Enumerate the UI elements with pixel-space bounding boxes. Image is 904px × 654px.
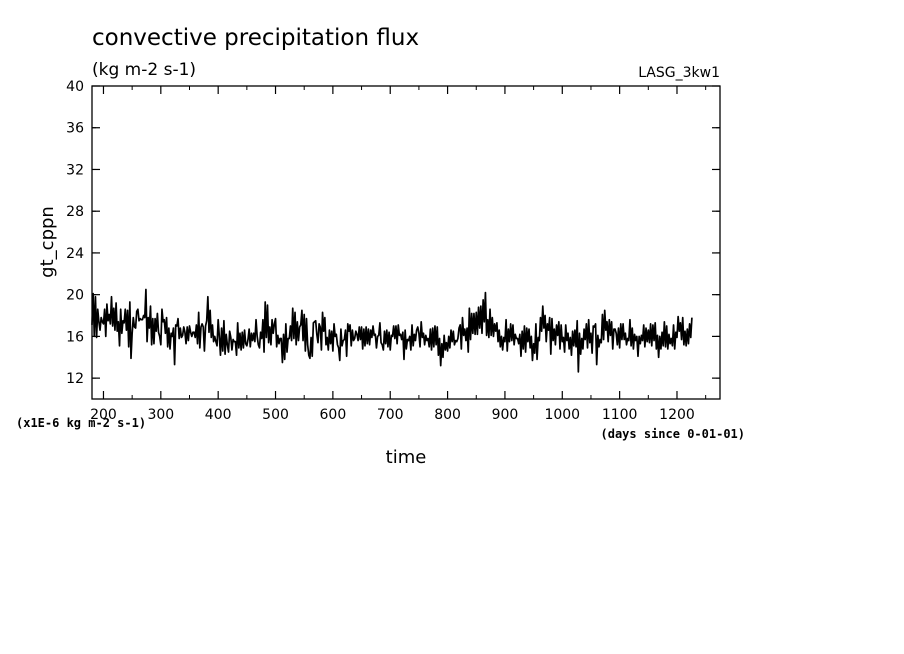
x-tick-label: 200 bbox=[90, 407, 117, 423]
x-tick-label: 300 bbox=[147, 407, 174, 423]
x-units-note: (days since 0-01-01) bbox=[601, 427, 746, 441]
y-axis-ticks: 12 16 20 24 28 32 36 40 bbox=[66, 79, 720, 387]
y-tick-label: 28 bbox=[66, 204, 84, 220]
y-axis-label: gt_cppn bbox=[37, 206, 58, 278]
x-tick-label: 1000 bbox=[544, 407, 580, 423]
y-tick-label: 32 bbox=[66, 162, 84, 178]
x-tick-label: 400 bbox=[205, 407, 232, 423]
x-tick-label: 500 bbox=[262, 407, 289, 423]
y-scale-note: (x1E-6 kg m-2 s-1) bbox=[16, 416, 146, 430]
y-tick-label: 20 bbox=[66, 288, 84, 304]
x-tick-label: 900 bbox=[492, 407, 519, 423]
x-axis-ticks: 200 300 400 500 600 700 800 900 1000 1100 1200 bbox=[90, 86, 707, 423]
y-tick-label: 36 bbox=[66, 121, 84, 137]
x-tick-label: 600 bbox=[320, 407, 347, 423]
x-axis-label: time bbox=[386, 447, 427, 468]
y-tick-label: 40 bbox=[66, 79, 84, 95]
y-tick-label: 16 bbox=[66, 329, 84, 345]
x-tick-label: 1100 bbox=[602, 407, 638, 423]
chart-title: convective precipitation flux bbox=[92, 25, 419, 51]
y-tick-label: 12 bbox=[66, 371, 84, 387]
chart-subtitle: (kg m-2 s-1) bbox=[92, 60, 196, 80]
x-tick-label: 1200 bbox=[659, 407, 695, 423]
series-line bbox=[91, 288, 693, 373]
run-label: LASG_3kw1 bbox=[638, 65, 720, 81]
x-tick-label: 800 bbox=[434, 407, 461, 423]
y-tick-label: 24 bbox=[66, 246, 84, 262]
plot-frame bbox=[91, 85, 721, 400]
x-tick-label: 700 bbox=[377, 407, 404, 423]
